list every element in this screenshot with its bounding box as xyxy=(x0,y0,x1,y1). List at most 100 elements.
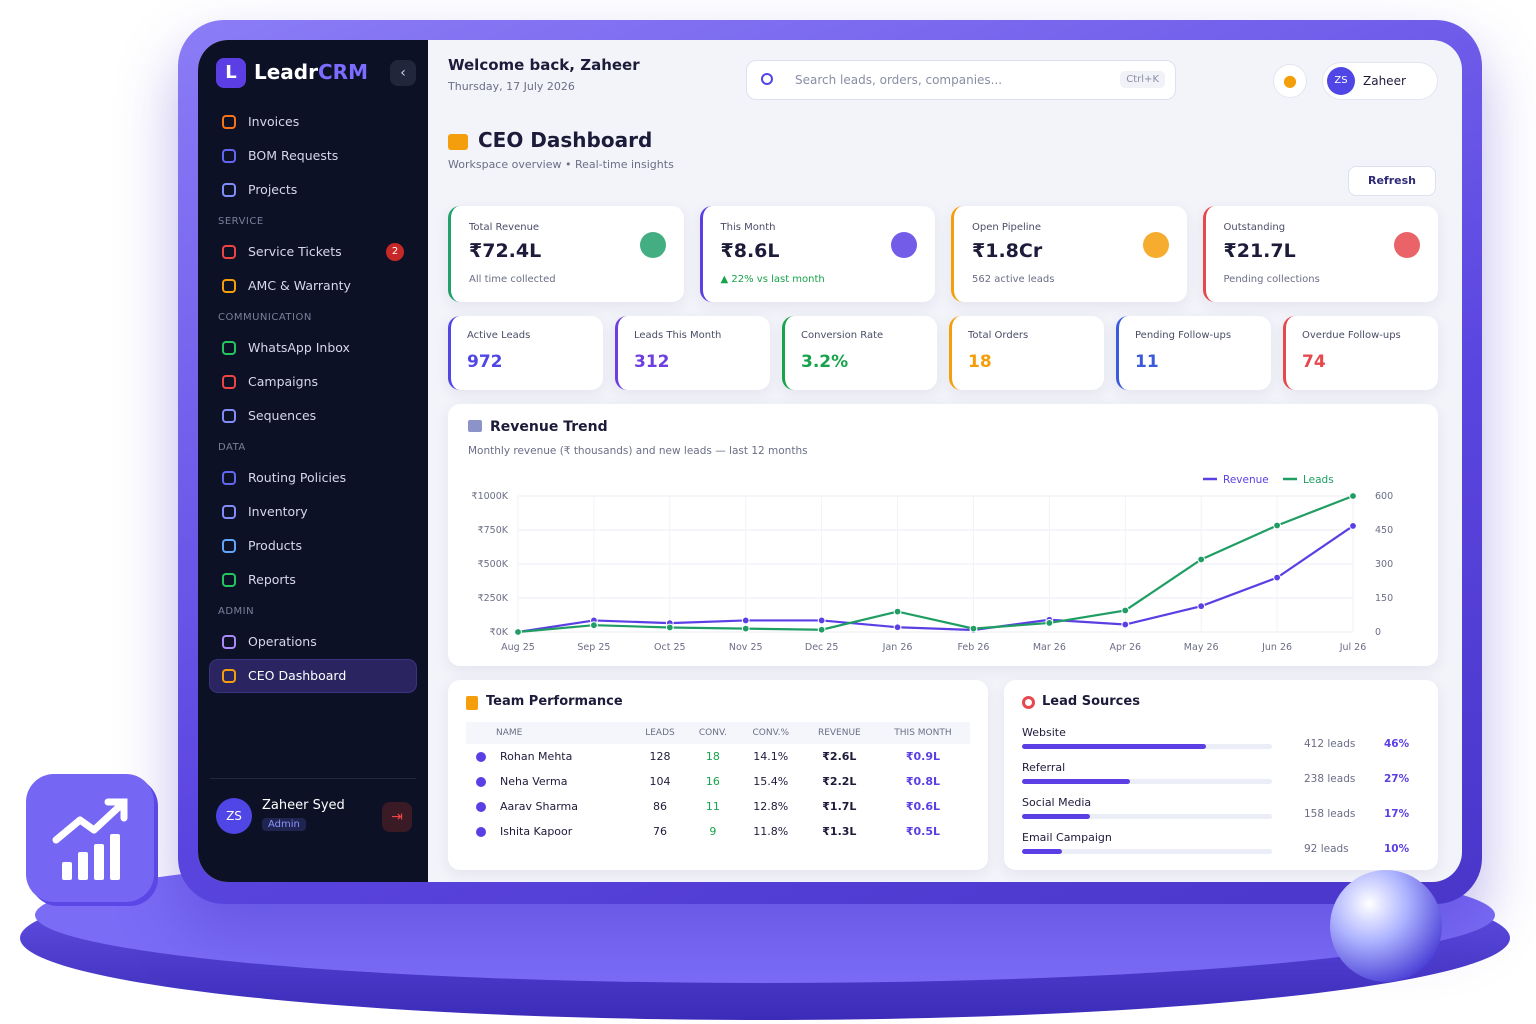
nav-label: Service Tickets xyxy=(248,244,342,259)
revenue-chart: Revenue Trend Monthly revenue (₹ thousand… xyxy=(468,419,1393,653)
nav-item[interactable]: Projects xyxy=(210,174,416,206)
data-point xyxy=(590,621,598,630)
nav-item[interactable]: Service Tickets 2 xyxy=(210,236,416,268)
kpi-value: ₹21.7L xyxy=(1223,240,1296,262)
chart-subtitle: Monthly revenue (₹ thousands) and new le… xyxy=(468,445,808,457)
floating-icon xyxy=(26,774,158,906)
notification-button[interactable]: ● xyxy=(1273,64,1307,98)
cell-text: Aarav Sharma xyxy=(500,800,579,813)
team-row: Rohan Mehta 128 18 14.1% ₹2.6L ₹0.9L xyxy=(466,744,970,769)
source-share: 46% xyxy=(1384,738,1410,750)
kpi-label: Open Pipeline xyxy=(972,222,1042,233)
team-cell: 18 xyxy=(687,744,739,769)
team-cell: ₹0.6L xyxy=(876,794,970,819)
cell-text: 16 xyxy=(705,775,720,788)
cell-text: Ishita Kapoor xyxy=(500,825,573,838)
team-cell: 9 xyxy=(687,819,739,844)
page-subtitle: Workspace overview • Real-time insights xyxy=(448,158,674,171)
x-tick-label: Jun 26 xyxy=(1261,642,1292,653)
kpi-label: This Month xyxy=(720,222,776,233)
nav-item[interactable]: Products xyxy=(210,530,416,562)
x-tick-label: Jan 26 xyxy=(882,642,913,653)
stat-label: Total Orders xyxy=(968,330,1029,341)
stat-card: Overdue Follow-ups 74 xyxy=(1283,316,1438,390)
kpi-icon xyxy=(1394,232,1420,258)
nav-item[interactable]: AMC & Warranty xyxy=(210,270,416,302)
nav-icon xyxy=(222,183,236,197)
nav-label: BOM Requests xyxy=(248,148,339,163)
user-menu[interactable]: ZS Zaheer xyxy=(1322,62,1438,100)
cell-text: ₹0.8L xyxy=(905,775,941,788)
data-point xyxy=(1349,492,1357,500)
team-title: Team Performance xyxy=(486,694,623,709)
x-tick-label: Feb 26 xyxy=(957,642,989,653)
stat-card: Active Leads 972 xyxy=(448,316,603,390)
person-icon xyxy=(476,827,486,837)
team-cell: 16 xyxy=(687,769,739,794)
source-leads: 158 leads xyxy=(1304,808,1356,820)
nav-item[interactable]: Routing Policies xyxy=(210,462,416,494)
nav-icon xyxy=(222,341,236,355)
data-point xyxy=(893,623,902,632)
column-header: CONV.% xyxy=(738,722,803,744)
nav-item[interactable]: Reports xyxy=(210,564,416,596)
stat-value: 3.2% xyxy=(801,352,849,372)
chart-title: Revenue Trend xyxy=(490,419,608,435)
x-tick-label: Nov 25 xyxy=(729,642,763,653)
nav-label: Sequences xyxy=(248,408,317,423)
nav-icon xyxy=(222,539,236,553)
team-row: Ishita Kapoor 76 9 11.8% ₹1.3L ₹0.5L xyxy=(466,819,970,844)
nav-item[interactable]: Sequences xyxy=(210,400,416,432)
nav-item[interactable]: CEO Dashboard xyxy=(210,660,416,692)
nav-heading: COMMUNICATION xyxy=(218,312,312,323)
sidebar-divider xyxy=(210,778,416,779)
series-line xyxy=(517,525,1354,634)
collapse-button[interactable]: ‹ xyxy=(390,60,416,86)
nav-item[interactable]: Operations xyxy=(210,626,416,658)
kpi-note: ▲ 22% vs last month xyxy=(720,274,825,285)
cell-text: 9 xyxy=(709,825,717,838)
source-bar xyxy=(1022,814,1090,819)
source-name: Social Media xyxy=(1022,796,1092,809)
nav-item[interactable]: Campaigns xyxy=(210,366,416,398)
cell-text: 12.8% xyxy=(753,800,789,813)
y-tick-label: ₹1000K xyxy=(472,491,509,502)
nav-item[interactable]: Invoices xyxy=(210,106,416,138)
team-cell: 128 xyxy=(633,744,687,769)
refresh-button[interactable]: Refresh xyxy=(1348,166,1436,196)
nav-icon xyxy=(222,471,236,485)
team-head-row: NAME LEADS CONV. CONV.% REVENUE THIS MONTH xyxy=(466,722,970,744)
stat-value: 18 xyxy=(968,352,992,372)
stat-card: Conversion Rate 3.2% xyxy=(782,316,937,390)
source-track xyxy=(1022,849,1272,854)
date: Thursday, 17 July 2026 xyxy=(448,80,575,93)
data-point xyxy=(665,623,674,632)
user-name: Zaheer xyxy=(1363,74,1406,88)
kpi-label: Total Revenue xyxy=(469,222,540,233)
team-body: Rohan Mehta 128 18 14.1% ₹2.6L ₹0.9L Neha Verm… xyxy=(466,744,970,844)
nav-item[interactable]: Inventory xyxy=(210,496,416,528)
nav-icon xyxy=(222,245,236,259)
nav-icon xyxy=(222,635,236,649)
logout-button[interactable]: ⇥ xyxy=(382,802,412,832)
y-tick-label: ₹0K xyxy=(490,627,509,638)
nav-item[interactable]: WhatsApp Inbox xyxy=(210,332,416,364)
kpi-card: This Month ₹8.6L ▲ 22% vs last month xyxy=(699,206,935,302)
cell-text: ₹1.3L xyxy=(822,825,857,838)
legend-label: Leads xyxy=(1303,474,1334,486)
x-tick-label: Jul 26 xyxy=(1339,642,1367,653)
nav-item[interactable]: BOM Requests xyxy=(210,140,416,172)
team-cell: Aarav Sharma xyxy=(466,794,633,819)
y-tick-label: ₹250K xyxy=(478,593,509,604)
search-icon xyxy=(761,73,773,85)
screen: L LeadrCRM ‹ Invoices BOM Requests Projects SE… xyxy=(198,40,1462,882)
kpi-card: Total Revenue ₹72.4L All time collected xyxy=(448,206,684,302)
team-row: Neha Verma 104 16 15.4% ₹2.2L ₹0.8L xyxy=(466,769,970,794)
team-cell: ₹1.3L xyxy=(803,819,876,844)
nav-icon xyxy=(222,505,236,519)
nav-icon xyxy=(222,669,236,683)
cell-text: 76 xyxy=(652,825,667,838)
nav-icon xyxy=(222,149,236,163)
data-point xyxy=(741,616,750,625)
search-box[interactable]: Search leads, orders, companies... Ctrl+K xyxy=(746,60,1176,100)
